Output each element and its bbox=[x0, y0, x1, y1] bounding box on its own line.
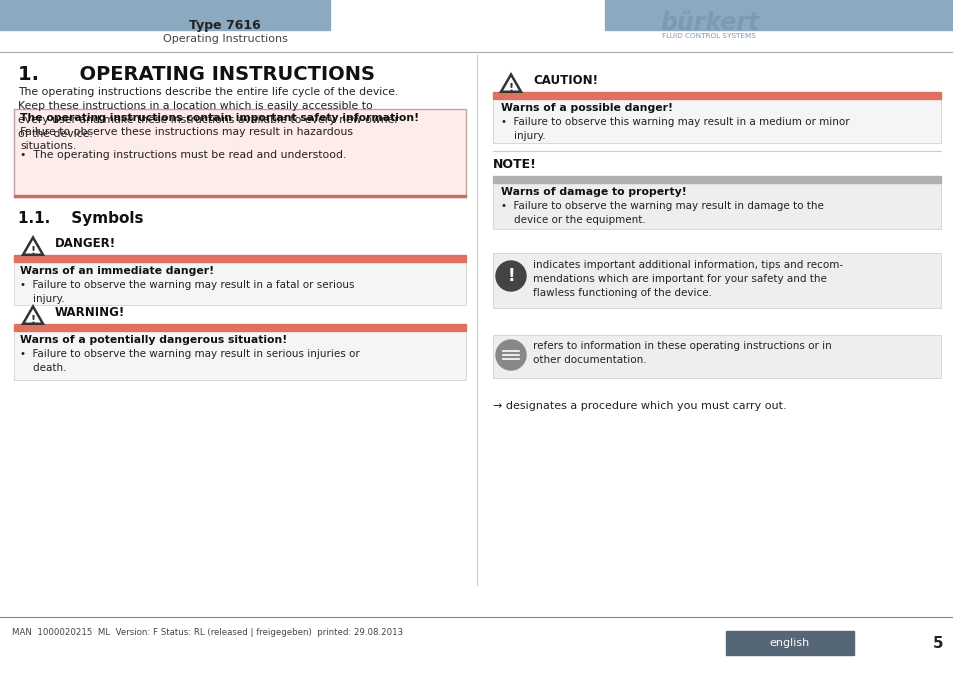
Text: 5: 5 bbox=[932, 635, 943, 651]
Bar bbox=[14, 194, 465, 197]
Text: •  The operating instructions must be read and understood.: • The operating instructions must be rea… bbox=[20, 150, 346, 160]
FancyBboxPatch shape bbox=[493, 181, 940, 229]
Bar bbox=[604, 0, 953, 30]
Text: •  Failure to observe the warning may result in damage to the
    device or the : • Failure to observe the warning may res… bbox=[500, 201, 823, 225]
Text: → designates a procedure which you must carry out.: → designates a procedure which you must … bbox=[493, 401, 786, 411]
Text: english: english bbox=[769, 638, 809, 648]
FancyBboxPatch shape bbox=[493, 97, 940, 143]
Text: WARNING!: WARNING! bbox=[55, 306, 125, 319]
FancyBboxPatch shape bbox=[493, 335, 940, 378]
Text: DANGER!: DANGER! bbox=[55, 237, 116, 250]
Text: Warns of a potentially dangerous situation!: Warns of a potentially dangerous situati… bbox=[20, 335, 287, 345]
Text: Type 7616: Type 7616 bbox=[189, 20, 260, 32]
Text: 1.1.    Symbols: 1.1. Symbols bbox=[18, 211, 143, 226]
Text: refers to information in these operating instructions or in
other documentation.: refers to information in these operating… bbox=[533, 341, 831, 365]
Text: Warns of a possible danger!: Warns of a possible danger! bbox=[500, 103, 672, 113]
Text: The operating instructions describe the entire life cycle of the device.
Keep th: The operating instructions describe the … bbox=[18, 87, 398, 139]
Text: NOTE!: NOTE! bbox=[493, 158, 537, 171]
Bar bbox=[493, 176, 940, 183]
Text: !: ! bbox=[507, 267, 515, 285]
Text: !: ! bbox=[30, 246, 35, 256]
FancyBboxPatch shape bbox=[14, 109, 465, 197]
Text: The operating instructions contain important safety information!: The operating instructions contain impor… bbox=[20, 113, 418, 123]
Bar bbox=[493, 92, 940, 99]
Text: •  Failure to observe the warning may result in serious injuries or
    death.: • Failure to observe the warning may res… bbox=[20, 349, 359, 373]
Bar bbox=[725, 631, 853, 655]
Circle shape bbox=[496, 261, 525, 291]
Bar bbox=[676, 10, 680, 14]
Text: bürkert: bürkert bbox=[659, 11, 759, 35]
Text: FLUID CONTROL SYSTEMS: FLUID CONTROL SYSTEMS bbox=[661, 33, 755, 39]
FancyBboxPatch shape bbox=[14, 329, 465, 380]
Text: !: ! bbox=[508, 83, 513, 93]
Text: CAUTION!: CAUTION! bbox=[533, 74, 598, 87]
Text: •  Failure to observe this warning may result in a medium or minor
    injury.: • Failure to observe this warning may re… bbox=[500, 117, 849, 141]
Bar bbox=[14, 324, 465, 331]
Text: Failure to observe these instructions may result in hazardous
situations.: Failure to observe these instructions ma… bbox=[20, 127, 353, 151]
Text: indicates important additional information, tips and recom-
mendations which are: indicates important additional informati… bbox=[533, 260, 842, 298]
Text: !: ! bbox=[30, 315, 35, 325]
Text: 1.      OPERATING INSTRUCTIONS: 1. OPERATING INSTRUCTIONS bbox=[18, 65, 375, 84]
Text: Warns of damage to property!: Warns of damage to property! bbox=[500, 187, 686, 197]
Text: Warns of an immediate danger!: Warns of an immediate danger! bbox=[20, 266, 213, 276]
Text: Operating Instructions: Operating Instructions bbox=[162, 34, 287, 44]
Circle shape bbox=[496, 340, 525, 370]
FancyBboxPatch shape bbox=[493, 253, 940, 308]
Bar bbox=[0, 0, 330, 30]
Bar bbox=[659, 10, 664, 14]
Bar bbox=[14, 255, 465, 262]
Text: MAN  1000020215  ML  Version: F Status: RL (released | freigegeben)  printed: 29: MAN 1000020215 ML Version: F Status: RL … bbox=[12, 628, 403, 637]
Bar bbox=[667, 10, 672, 14]
Text: •  Failure to observe the warning may result in a fatal or serious
    injury.: • Failure to observe the warning may res… bbox=[20, 280, 355, 304]
Bar bbox=[683, 10, 733, 14]
FancyBboxPatch shape bbox=[14, 260, 465, 305]
